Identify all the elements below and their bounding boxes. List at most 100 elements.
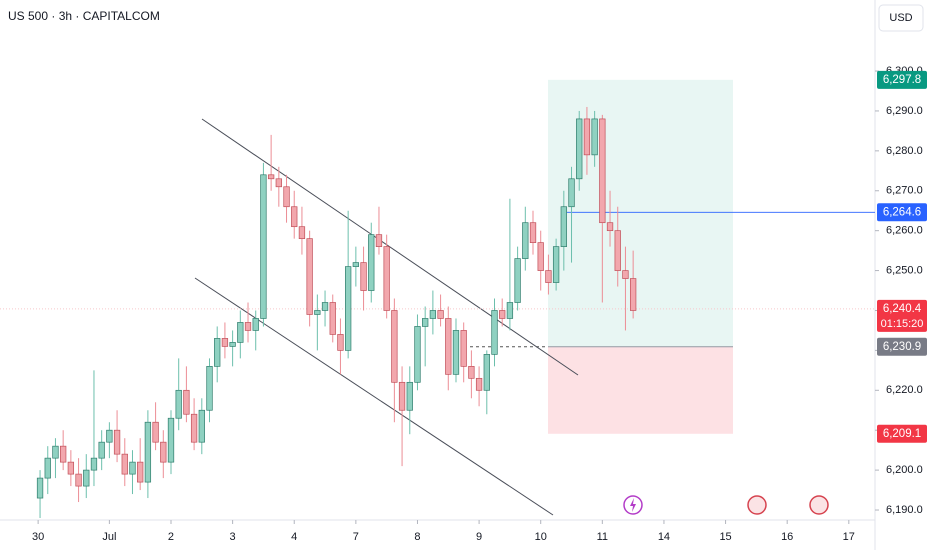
candle-body [576,118,583,180]
currency[interactable]: USD [889,12,912,24]
candle-body [483,354,490,391]
candle-body [167,417,175,463]
candle-body [152,421,159,443]
x-tick-label: 16 [781,531,793,543]
candle-body [175,389,182,419]
candle-body [275,178,282,188]
last-price-countdown: 01:15:20 [881,318,924,330]
candle-body [183,389,190,415]
candle-body [237,322,244,343]
stop-badge [877,424,927,443]
candle-body [60,445,67,463]
candle-body [491,310,498,355]
candle-body [214,338,221,367]
candle-body [414,326,421,383]
candle-body [121,453,128,475]
candle-body [391,310,398,383]
target-badge [877,70,927,89]
x-tick-label: 17 [843,531,855,543]
candle-body [129,461,136,475]
entry-badge [877,337,927,356]
candle-body [383,246,390,311]
candle-body [368,234,375,291]
candle-body [475,377,483,391]
candle-body [329,302,336,335]
candle-body [306,238,313,315]
candle-body [499,310,506,319]
x-tick-label: 15 [719,531,731,543]
candle-body [252,318,259,331]
candle-body [67,461,75,475]
candle-body [398,381,406,411]
currency-button[interactable] [878,4,924,32]
event-icon[interactable] [809,495,829,515]
candle-body [160,441,167,463]
candle-body [260,174,267,319]
candle-body [137,461,144,483]
stop-label: 6,209.1 [883,428,921,440]
candle-body [106,429,113,443]
candle-body [445,318,452,375]
alert-badge [877,203,927,222]
candle-body [83,469,90,487]
candle-body [144,421,152,483]
x-tick-label: 2 [168,531,174,543]
y-tick-label: 6,280.0 [886,145,923,157]
candle-body [206,366,213,411]
candle-body [375,234,383,247]
candle-body [506,302,514,319]
candle-body [291,206,298,228]
event-icon-bolt [630,498,636,512]
chart-title: US 500 · 3h · CAPITALCOM [8,9,160,23]
candle-body [568,178,575,208]
candle-body [429,310,437,319]
y-tick-label: 6,260.0 [886,225,923,237]
candle-body [75,473,82,487]
x-tick-label: 8 [414,531,420,543]
candle-body [283,186,290,208]
event-icon[interactable] [747,495,767,515]
channel-lower [194,277,554,516]
x-tick-label: 30 [32,531,44,543]
target-label: 6,297.8 [883,74,921,86]
channel-upper [201,118,579,376]
candle-body [52,445,59,459]
candle-body [267,174,275,180]
alert-label: 6,264.6 [883,206,921,218]
y-tick-label: 6,200.0 [886,464,923,476]
candle-body [190,413,198,443]
candle-body [606,222,614,232]
candle-body [591,118,598,156]
y-tick-label: 6,190.0 [886,504,923,516]
candle-body [622,270,629,279]
candle-body [44,457,51,479]
loss-zone [548,346,733,434]
x-tick-label: 14 [658,531,670,543]
candle-body [452,330,460,375]
x-tick-label: Jul [102,531,116,543]
candle-body [352,262,360,267]
candle-body [545,270,552,283]
candle-body [460,330,467,367]
entry-label: 6,230.9 [883,341,921,353]
candle-body [468,366,475,379]
y-tick-label: 6,220.0 [886,384,923,396]
candle-body [36,477,44,499]
x-tick-label: 3 [230,531,236,543]
candle-body [98,441,105,459]
candle-body [552,246,560,283]
candle-body [337,334,344,351]
candle-body [314,310,321,315]
y-tick-label: 6,290.0 [886,105,923,117]
x-tick-label: 7 [353,531,359,543]
candle-body [345,266,352,351]
y-tick-label: 6,270.0 [886,185,923,197]
candle-body [522,222,529,259]
candle-body [406,381,413,411]
candle-body [599,118,606,224]
candle-body [629,278,637,311]
x-tick-label: 10 [535,531,547,543]
last-price-badge [877,299,927,332]
x-tick-label: 11 [597,531,608,543]
candle-body [198,409,205,443]
